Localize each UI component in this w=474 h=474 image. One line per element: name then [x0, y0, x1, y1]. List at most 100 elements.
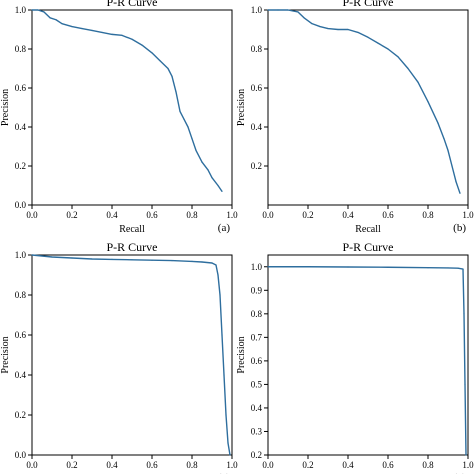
data-point — [367, 36, 369, 38]
data-point — [303, 17, 305, 19]
x-tick-label: 1.0 — [462, 210, 474, 220]
y-tick-label: 1.0 — [15, 250, 27, 260]
data-point — [31, 9, 33, 11]
data-point — [459, 192, 461, 194]
data-point — [207, 169, 209, 171]
data-point — [427, 267, 429, 269]
data-point — [201, 161, 203, 163]
x-tick-label: 0.8 — [186, 460, 198, 470]
y-tick-label: 0.4 — [251, 403, 263, 413]
data-point — [327, 27, 329, 30]
data-point — [225, 414, 227, 416]
data-point — [307, 266, 309, 268]
x-tick-label: 0.6 — [382, 210, 394, 220]
y-tick-label: 0.9 — [251, 285, 263, 295]
data-point — [131, 38, 133, 40]
x-tick-label: 0.4 — [342, 210, 354, 220]
x-tick-label: 0.2 — [302, 460, 313, 470]
data-point — [447, 149, 449, 151]
data-point — [462, 268, 464, 270]
data-point — [191, 260, 193, 262]
y-axis-label: Precision — [236, 89, 247, 126]
x-tick-label: 0.2 — [66, 210, 77, 220]
panel-c: P-R Curve 0.0 0.2 0.4 0.6 0.8 1.0 0.0 0.2 0.4 0.6 0… — [0, 240, 238, 474]
chart-title: P-R Curve — [107, 240, 158, 254]
data-point — [223, 374, 225, 376]
axes-frame — [267, 9, 469, 206]
y-tick-label: 0.2 — [15, 161, 26, 171]
data-point — [91, 258, 93, 260]
y-tick-label: 1.0 — [251, 5, 263, 15]
y-axis-label: Precision — [0, 89, 11, 126]
chart-title: P-R Curve — [343, 240, 394, 254]
data-point — [81, 27, 83, 30]
data-point — [61, 23, 63, 25]
y-tick-label: 0.6 — [251, 356, 263, 366]
data-point — [297, 11, 299, 13]
y-tick-label: 0.0 — [15, 450, 27, 460]
data-point — [443, 138, 445, 140]
data-point — [319, 25, 321, 28]
data-point — [71, 25, 73, 28]
data-point — [191, 138, 193, 140]
y-tick-label: 0.4 — [15, 122, 27, 132]
data-point — [183, 118, 185, 120]
x-tick-label: 0.4 — [342, 460, 354, 470]
y-tick-label: 0.8 — [15, 44, 27, 54]
data-point — [219, 294, 221, 296]
data-point — [387, 266, 389, 268]
x-tick-label: 0.8 — [422, 460, 434, 470]
data-point — [347, 266, 349, 268]
y-tick-label: 0.8 — [15, 290, 27, 300]
x-tick-label: 0.6 — [146, 460, 158, 470]
data-point — [287, 9, 289, 11]
data-point — [171, 75, 173, 77]
panel-label: (a) — [218, 222, 231, 234]
x-tick-label: 0.0 — [262, 210, 274, 220]
data-point — [131, 259, 133, 261]
chart-title: P-R Curve — [343, 0, 394, 9]
data-point — [464, 383, 466, 386]
x-tick-label: 1.0 — [462, 460, 474, 470]
data-point — [55, 19, 57, 21]
data-point — [221, 334, 223, 336]
data-point — [179, 110, 181, 112]
x-tick-label: 1.0 — [226, 210, 238, 220]
y-tick-label: 0.6 — [251, 83, 263, 93]
data-point — [51, 256, 53, 258]
pr-series-line — [31, 254, 231, 456]
data-point — [167, 67, 169, 70]
data-point — [217, 274, 219, 276]
data-point — [211, 177, 213, 179]
data-point — [229, 454, 231, 456]
data-point — [31, 254, 33, 256]
y-tick-label: 0.2 — [251, 450, 262, 460]
data-point — [151, 259, 153, 261]
x-axis-label: Recall — [119, 224, 145, 235]
y-axis-label: Precision — [236, 336, 247, 373]
x-tick-label: 0.2 — [66, 460, 77, 470]
x-tick-label: 0.0 — [26, 210, 38, 220]
x-tick-label: 0.0 — [26, 460, 38, 470]
data-point — [43, 11, 45, 13]
data-point — [215, 264, 217, 266]
y-tick-label: 0.4 — [15, 370, 27, 380]
data-point — [377, 42, 379, 44]
data-point — [455, 181, 457, 183]
data-point — [37, 9, 39, 11]
data-point — [267, 9, 269, 11]
panel-label: (c) — [218, 472, 231, 474]
data-point — [337, 28, 339, 31]
data-point — [171, 260, 173, 262]
data-point — [159, 60, 161, 62]
x-tick-label: 0.8 — [422, 210, 434, 220]
x-tick-label: 1.0 — [226, 460, 238, 470]
data-point — [311, 23, 313, 25]
axes-frame — [267, 254, 469, 456]
data-point — [221, 190, 223, 192]
y-axis-label: Precision — [0, 336, 11, 373]
data-point — [437, 122, 439, 124]
y-tick-label: 1.0 — [15, 5, 27, 15]
